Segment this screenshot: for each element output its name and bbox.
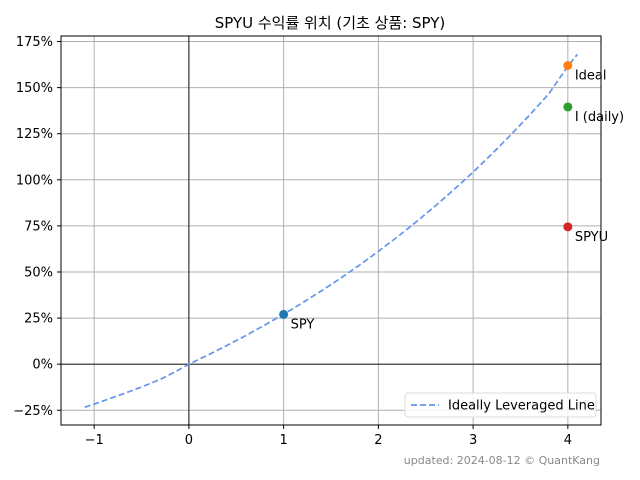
point-label-i-daily: I (daily) <box>575 110 624 125</box>
y-tick-label: −25% <box>13 404 53 419</box>
point-ideal <box>563 60 573 70</box>
point-label-ideal: Ideal <box>575 68 607 83</box>
y-axis: −25% 0% 25% 50% 75% 100% 125% 150% 175% <box>13 35 61 419</box>
x-tick-label: 2 <box>374 433 382 448</box>
y-tick-label: 100% <box>16 173 53 188</box>
x-tick-label: 1 <box>279 433 287 448</box>
legend-label: Ideally Leveraged Line <box>448 399 595 414</box>
y-tick-label: 150% <box>16 81 53 96</box>
plot-frame <box>60 35 602 426</box>
ideal-leveraged-line <box>84 53 578 409</box>
point-spy <box>279 309 289 319</box>
y-tick-label: 50% <box>24 265 53 280</box>
point-i-daily <box>563 102 573 112</box>
point-spyu <box>563 222 573 232</box>
grid <box>61 36 601 425</box>
x-tick-label: 3 <box>469 433 477 448</box>
point-label-spy: SPY <box>291 317 315 332</box>
curve-layer <box>84 53 578 409</box>
x-tick-label: 4 <box>564 433 572 448</box>
legend: Ideally Leveraged Line <box>404 392 597 418</box>
x-axis: −1 0 1 2 3 4 <box>85 425 572 448</box>
points-layer: SPY Ideal I (daily) SPYU <box>279 60 624 332</box>
y-tick-label: 25% <box>24 312 53 327</box>
x-tick-label: −1 <box>85 433 104 448</box>
chart-title: SPYU 수익률 위치 (기초 상품: SPY) <box>215 14 446 32</box>
y-tick-label: 125% <box>16 127 53 142</box>
point-label-spyu: SPYU <box>575 230 608 245</box>
y-tick-label: 175% <box>16 35 53 50</box>
x-tick-label: 0 <box>185 433 193 448</box>
y-tick-label: 75% <box>24 219 53 234</box>
y-tick-label: 0% <box>32 358 53 373</box>
zero-lines <box>61 36 601 425</box>
footer-text: updated: 2024-08-12 © QuantKang <box>404 454 600 467</box>
legend-box <box>404 392 597 418</box>
